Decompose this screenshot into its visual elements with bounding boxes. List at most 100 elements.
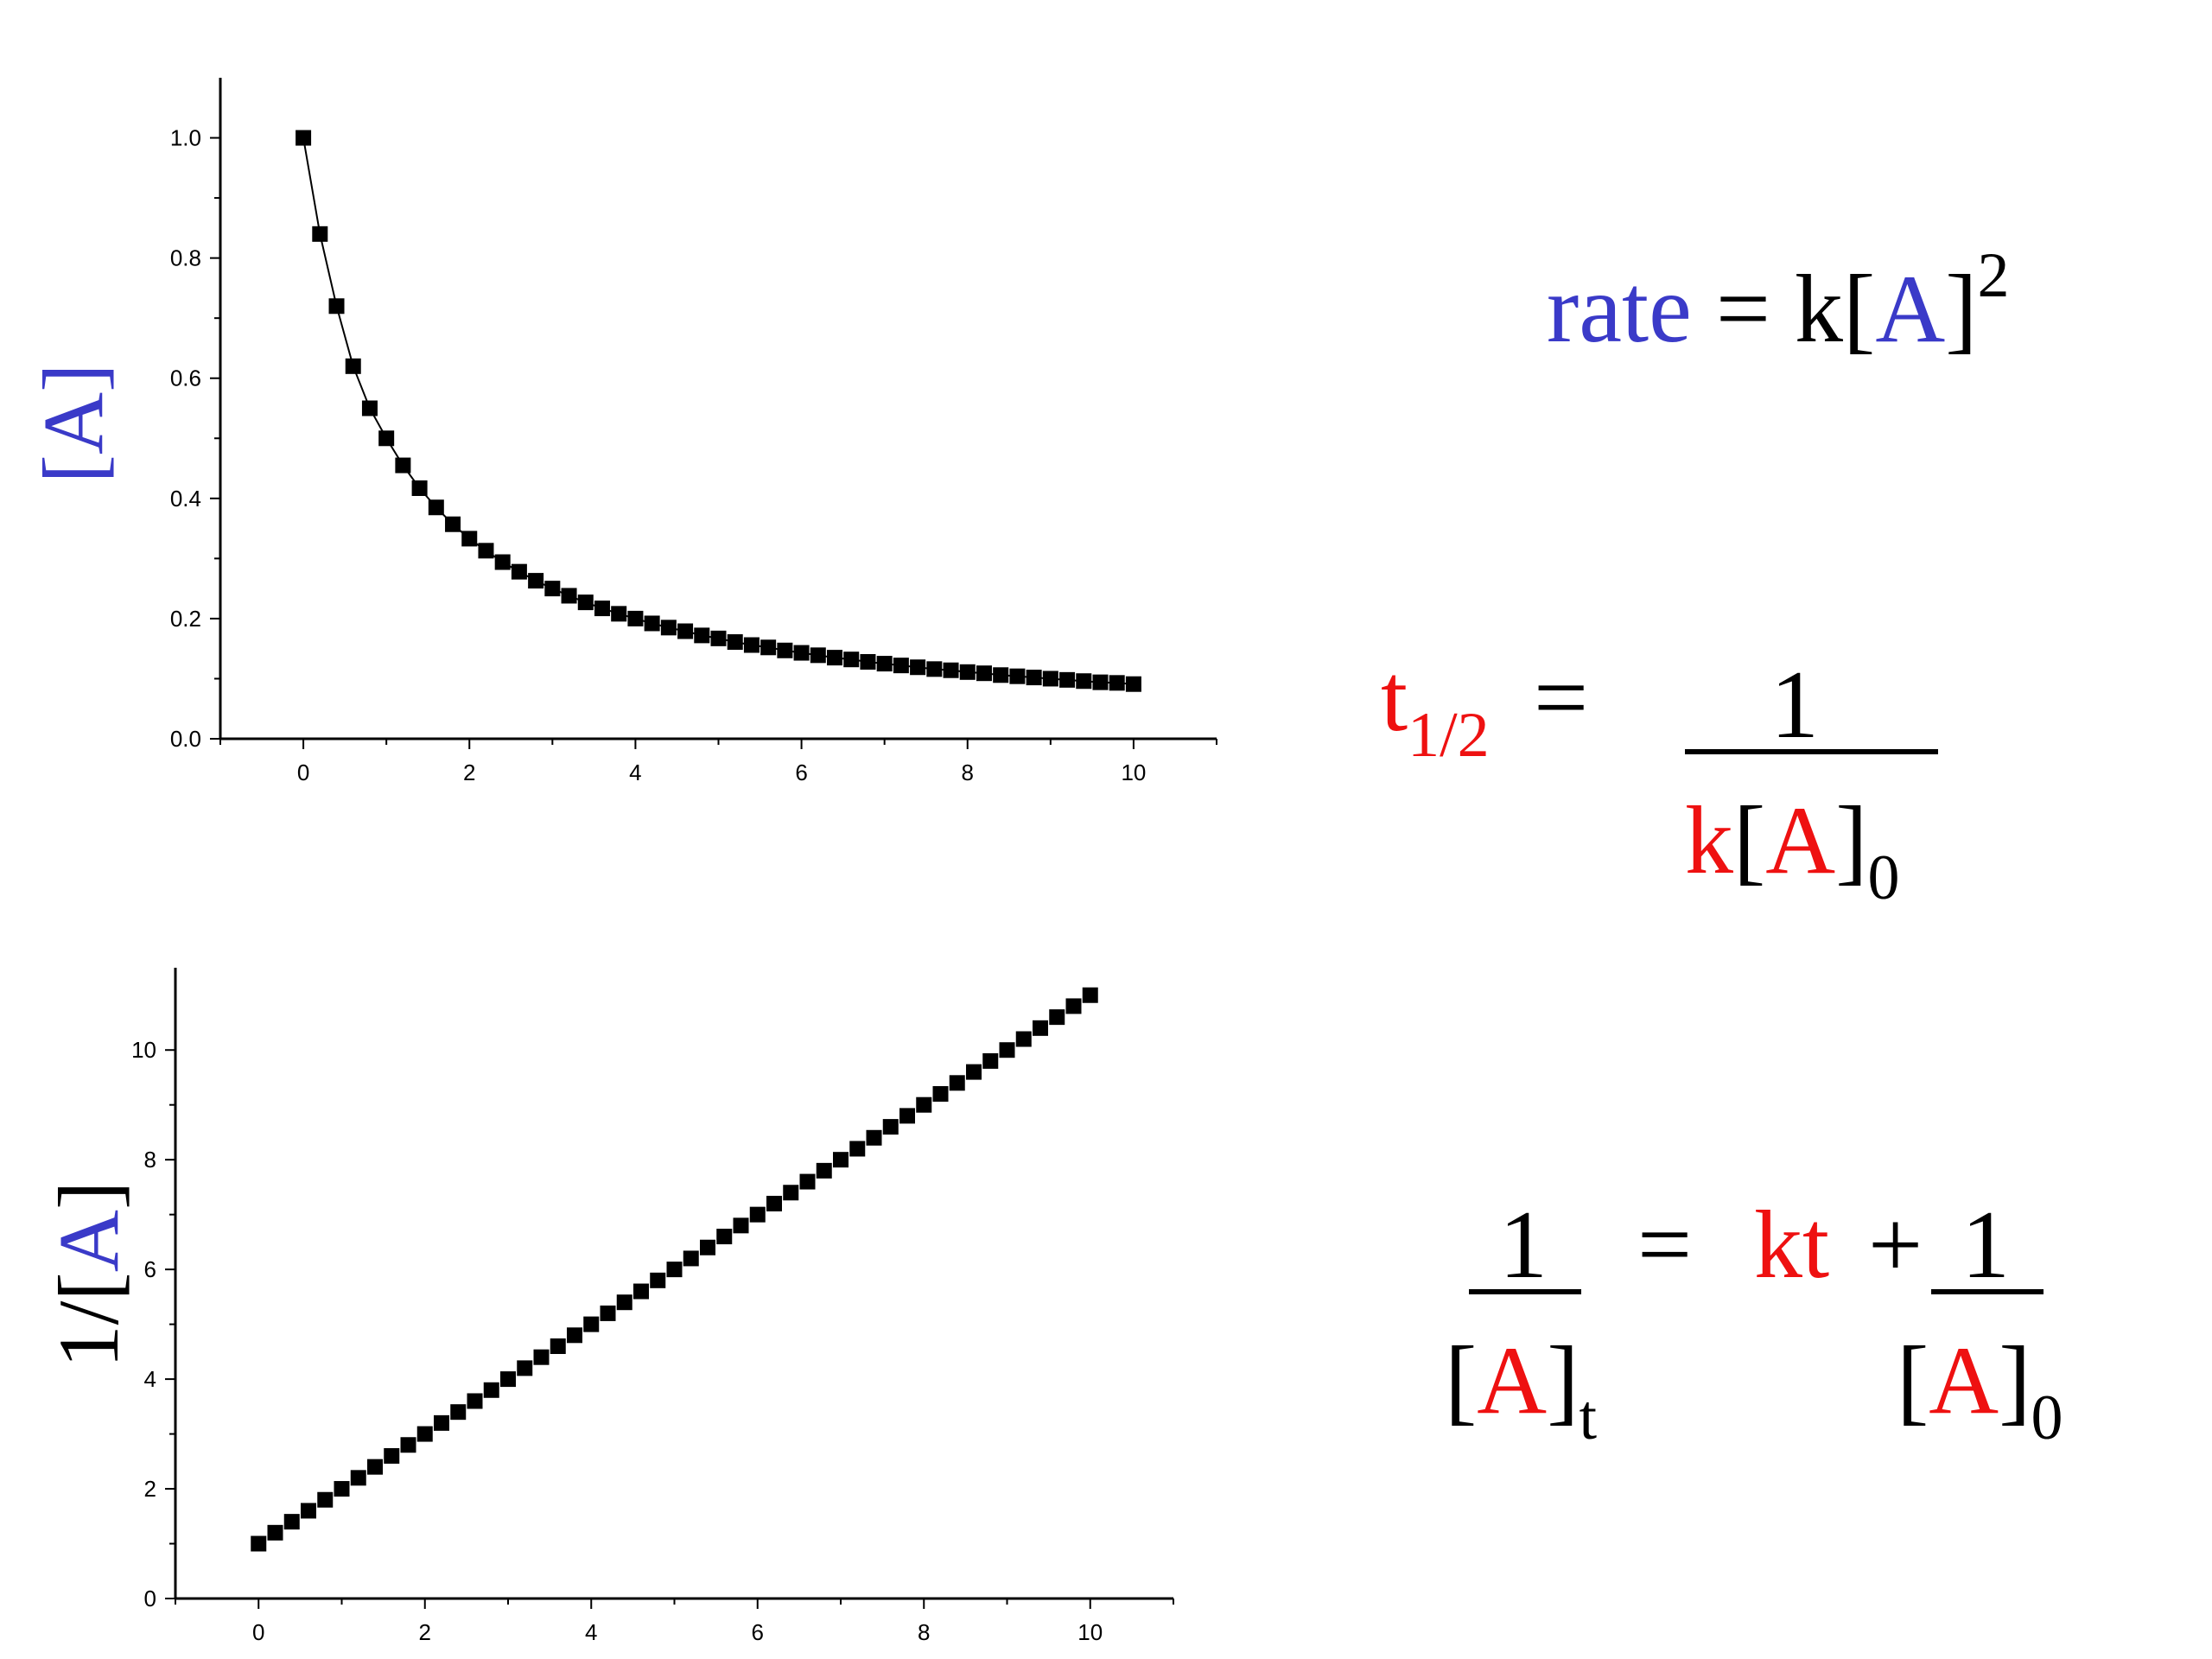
chart1-series	[296, 130, 1141, 692]
data-point	[760, 639, 777, 656]
data-point	[849, 1141, 866, 1157]
data-point	[411, 480, 428, 496]
data-point	[833, 1152, 849, 1168]
half-life-fraction-bar	[1685, 749, 1938, 754]
data-point	[400, 1437, 416, 1453]
data-point	[334, 1481, 350, 1497]
data-point	[916, 1096, 932, 1113]
data-point	[700, 1239, 715, 1255]
data-point	[517, 1360, 533, 1376]
y-tick-label: 4	[144, 1366, 156, 1392]
data-point	[1033, 1020, 1048, 1036]
data-point	[866, 1129, 882, 1146]
half-life-den-k: k	[1685, 787, 1733, 894]
data-point	[650, 1272, 666, 1288]
integrated-right-close: ]	[1999, 1327, 2031, 1434]
data-point	[378, 430, 395, 447]
x-tick-label: 8	[962, 760, 974, 785]
data-point	[793, 645, 810, 661]
data-point	[478, 543, 494, 559]
integrated-rate-law: 1 [A]t = kt + 1 [A]0	[1445, 1192, 2063, 1453]
data-point	[533, 1349, 550, 1365]
data-point	[1125, 676, 1141, 692]
data-point	[982, 1052, 999, 1069]
data-point	[317, 1491, 334, 1508]
data-point	[926, 661, 943, 677]
chart2-series	[251, 987, 1098, 1552]
x-tick-label: 10	[1077, 1619, 1103, 1645]
data-point	[528, 573, 544, 589]
data-point	[483, 1382, 499, 1398]
data-point	[450, 1404, 467, 1421]
y-tick-label: 10	[131, 1037, 156, 1063]
integrated-fraction-bar-left	[1469, 1289, 1581, 1294]
integrated-right-open: [	[1897, 1327, 1929, 1434]
y-tick-label: 1.0	[170, 125, 201, 151]
integrated-right-subscript: 0	[2031, 1382, 2063, 1453]
data-point	[494, 554, 511, 570]
data-point	[660, 620, 677, 636]
data-point	[561, 588, 577, 604]
data-point	[727, 634, 743, 651]
data-point	[666, 1262, 683, 1278]
data-point	[312, 226, 328, 242]
data-point	[932, 1086, 949, 1102]
rate-close-bracket: ]	[1945, 256, 1977, 363]
data-point	[550, 1338, 566, 1354]
data-point	[816, 1162, 832, 1179]
data-point	[910, 659, 926, 676]
data-point	[361, 400, 378, 416]
data-point	[1015, 1031, 1032, 1047]
rate-word: rate	[1547, 256, 1692, 363]
x-tick-label: 10	[1121, 760, 1146, 785]
data-point	[710, 630, 727, 646]
data-point	[627, 610, 644, 626]
y-tick-label: 6	[144, 1256, 156, 1282]
x-tick-label: 0	[297, 760, 309, 785]
rate-equals: =	[1716, 256, 1770, 363]
data-point	[461, 531, 478, 547]
data-point	[749, 1206, 766, 1223]
x-tick-label: 4	[585, 1619, 597, 1645]
integrated-right-species: A	[1929, 1327, 1999, 1434]
data-point	[328, 298, 345, 315]
y-tick-label: 0.4	[170, 486, 201, 512]
svg-text:t1/2: t1/2	[1381, 645, 1490, 771]
data-point	[943, 662, 959, 678]
chart1-y-axis-label: [A]	[25, 364, 121, 484]
integrated-kt: kt	[1754, 1192, 1829, 1299]
y-tick-label: 0.6	[170, 365, 201, 391]
data-point	[367, 1459, 383, 1475]
half-life-numerator: 1	[1770, 652, 1819, 759]
y-tick-label: 0.0	[170, 726, 201, 752]
half-life-den-open: [	[1733, 787, 1765, 894]
x-tick-label: 6	[795, 760, 807, 785]
svg-text:[A]t: [A]t	[1445, 1327, 1597, 1453]
data-point	[799, 1173, 816, 1190]
integrated-equals: =	[1637, 1192, 1692, 1299]
data-point	[583, 1316, 600, 1332]
rate-law-equation: rate = k[A]2	[1547, 240, 2010, 363]
chart2-y-label-close: ]	[41, 1181, 137, 1210]
integrated-numerator-left: 1	[1499, 1192, 1548, 1299]
reciprocal-concentration-chart: 0 2 4 6 8 10 0 2 4 6 8 10 1/[A]	[41, 968, 1174, 1645]
data-point	[1076, 673, 1092, 690]
x-tick-label: 2	[463, 760, 475, 785]
data-point	[827, 650, 843, 666]
chart2-tick-labels: 0 2 4 6 8 10 0 2 4 6 8 10	[131, 1037, 1103, 1645]
data-point	[1109, 675, 1125, 691]
half-life-t: t	[1381, 645, 1408, 752]
chart2-axes	[165, 968, 1174, 1609]
data-point	[677, 623, 694, 639]
data-point	[899, 1108, 915, 1124]
y-tick-label: 8	[144, 1147, 156, 1173]
half-life-subscript: 1/2	[1408, 700, 1490, 771]
data-point	[544, 581, 561, 597]
data-point	[1092, 674, 1109, 690]
data-point	[860, 653, 876, 670]
data-point	[694, 627, 710, 644]
data-point	[511, 563, 527, 580]
data-point	[777, 642, 793, 658]
data-point	[567, 1327, 582, 1344]
